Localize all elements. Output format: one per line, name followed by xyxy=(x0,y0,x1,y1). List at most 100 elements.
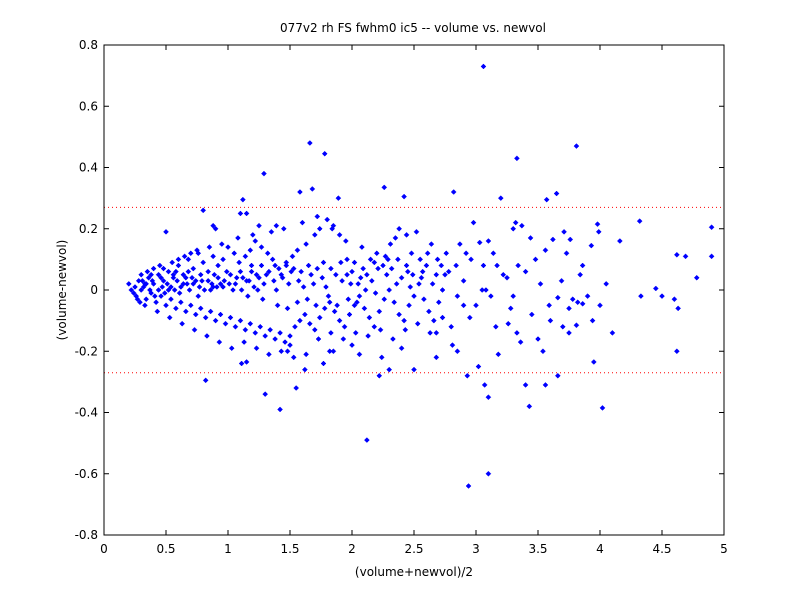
data-point xyxy=(258,262,265,269)
data-point xyxy=(448,323,455,330)
data-point xyxy=(190,265,197,272)
y-tick-label: 0.4 xyxy=(79,161,98,175)
data-point xyxy=(302,366,308,373)
y-tick-label: 0.2 xyxy=(79,222,98,236)
data-point xyxy=(579,300,586,307)
data-point xyxy=(254,287,261,293)
data-point xyxy=(155,271,162,278)
data-point xyxy=(404,268,411,275)
data-point xyxy=(561,228,567,235)
data-point xyxy=(180,281,187,287)
data-point xyxy=(476,239,483,246)
data-point xyxy=(138,271,145,278)
data-point xyxy=(550,236,556,243)
data-point xyxy=(311,326,318,333)
data-point xyxy=(320,259,327,266)
data-point xyxy=(178,284,184,290)
data-point xyxy=(507,305,514,312)
data-point xyxy=(382,253,389,260)
data-point xyxy=(488,293,494,299)
data-point xyxy=(566,305,572,312)
data-point xyxy=(284,305,291,312)
data-point xyxy=(675,305,681,312)
data-point xyxy=(466,314,473,321)
data-point xyxy=(333,271,339,278)
data-point xyxy=(342,238,349,244)
data-point xyxy=(238,287,245,293)
data-point xyxy=(176,290,183,296)
data-point xyxy=(519,222,525,229)
data-point xyxy=(403,262,410,269)
data-point xyxy=(142,281,148,287)
data-point xyxy=(359,244,365,250)
data-point xyxy=(277,330,283,336)
data-point xyxy=(316,225,323,232)
data-point xyxy=(142,302,148,309)
data-point xyxy=(328,265,334,272)
data-point xyxy=(522,382,529,388)
data-point xyxy=(381,296,388,303)
data-point xyxy=(314,213,321,220)
reference-lines xyxy=(104,206,724,374)
data-point xyxy=(294,299,301,306)
data-point xyxy=(398,345,405,352)
data-point xyxy=(380,262,386,269)
data-point xyxy=(522,268,529,275)
data-point xyxy=(559,323,566,330)
data-point xyxy=(381,184,388,191)
data-point xyxy=(264,250,271,257)
data-point xyxy=(247,320,254,327)
data-point xyxy=(546,302,553,309)
data-point xyxy=(149,277,156,284)
data-point xyxy=(232,323,239,330)
data-point xyxy=(295,277,302,284)
data-point xyxy=(577,271,584,278)
data-point xyxy=(512,219,519,226)
data-point xyxy=(345,296,352,303)
data-point xyxy=(216,339,223,345)
data-point xyxy=(336,317,343,324)
data-point xyxy=(569,296,576,303)
data-point xyxy=(473,302,479,309)
data-point xyxy=(324,216,331,223)
y-axis-ticks: -0.8 -0.6 -0.4 -0.2 0 0.2 0.4 0.6 0.8 xyxy=(75,38,724,542)
data-point xyxy=(479,287,486,293)
data-point xyxy=(294,247,301,254)
y-tick-label: 0.8 xyxy=(79,38,98,52)
data-point xyxy=(470,219,477,226)
x-tick-label: 4 xyxy=(596,542,604,556)
data-point xyxy=(510,293,517,299)
data-point xyxy=(535,336,541,342)
data-point xyxy=(315,336,322,342)
data-point xyxy=(636,218,643,224)
data-point xyxy=(242,326,249,333)
data-point xyxy=(566,330,572,336)
data-point xyxy=(433,330,440,336)
data-point xyxy=(708,253,715,260)
data-point xyxy=(292,323,298,330)
data-point xyxy=(401,317,407,324)
data-point xyxy=(202,314,209,321)
data-point xyxy=(253,345,260,352)
data-point xyxy=(175,256,182,263)
data-point xyxy=(132,284,138,290)
data-point xyxy=(386,366,393,373)
data-point xyxy=(241,339,247,345)
data-point xyxy=(391,299,398,306)
data-point xyxy=(492,323,499,330)
data-points xyxy=(125,63,715,489)
data-point xyxy=(378,354,385,361)
data-point xyxy=(217,281,224,287)
data-point xyxy=(273,222,280,229)
data-point xyxy=(278,271,285,278)
data-point xyxy=(368,277,375,284)
data-point xyxy=(137,299,143,306)
data-point xyxy=(375,265,381,272)
data-point xyxy=(371,259,378,266)
x-tick-label: 1 xyxy=(224,542,232,556)
data-point xyxy=(409,271,416,278)
data-point xyxy=(235,235,241,241)
data-point xyxy=(257,323,264,330)
data-point xyxy=(299,219,306,226)
data-point xyxy=(364,437,370,443)
